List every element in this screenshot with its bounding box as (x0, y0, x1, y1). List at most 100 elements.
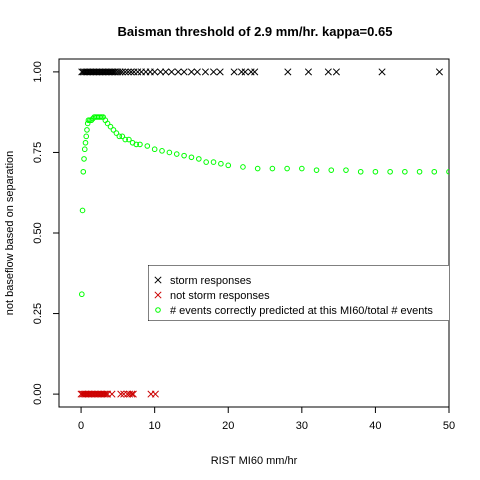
data-point-x (102, 390, 110, 398)
legend-item: not storm responses (154, 290, 270, 302)
data-point-o (210, 159, 217, 165)
data-point-o (203, 159, 209, 165)
data-point-o (343, 167, 349, 173)
data-point-o (240, 164, 246, 170)
x-tick-label: 0 (78, 420, 84, 432)
data-point-x (117, 390, 125, 398)
data-point-o (431, 168, 438, 175)
data-point-x (180, 68, 188, 76)
legend-box (148, 265, 449, 321)
data-point-o (159, 148, 165, 154)
data-point-x (174, 68, 182, 76)
data-point-o (181, 152, 187, 159)
y-tick-label: 0.25 (32, 303, 44, 324)
data-point-o (79, 291, 85, 298)
data-point-o (104, 120, 111, 127)
data-point-o (137, 141, 143, 148)
data-point-o (218, 160, 224, 167)
x-tick-label: 30 (296, 420, 308, 432)
data-point-o (446, 168, 449, 175)
data-point-x (116, 68, 124, 76)
data-point-x (127, 68, 135, 76)
data-point-o (196, 156, 202, 162)
y-tick-label: 0.00 (32, 383, 44, 404)
data-point-o (151, 146, 158, 153)
data-point-x (324, 68, 332, 76)
series-3 (79, 114, 449, 298)
data-point-x (251, 68, 259, 76)
legend-marker (154, 291, 162, 299)
data-point-o (357, 168, 364, 175)
data-point-x (151, 68, 159, 76)
data-point-x (128, 390, 136, 398)
data-point-o (88, 117, 95, 124)
data-point-x (435, 68, 443, 76)
legend-label: not storm responses (170, 290, 270, 302)
data-point-x (168, 68, 176, 76)
y-tick-label: 0.50 (32, 222, 44, 243)
data-point-o (269, 165, 276, 172)
data-point-x (378, 68, 386, 76)
data-point-x (156, 68, 165, 76)
data-point-x (121, 68, 129, 76)
legend-label: # events correctly predicted at this MI6… (170, 305, 433, 317)
y-tick-label: 0.75 (32, 142, 44, 163)
data-point-o (80, 168, 87, 175)
data-point-o (81, 156, 87, 162)
data-point-o (107, 123, 114, 130)
data-point-o (110, 127, 117, 133)
data-point-x (101, 390, 109, 398)
data-point-x (118, 68, 126, 76)
data-point-x (304, 68, 313, 76)
data-point-o (119, 133, 126, 140)
data-point-x (124, 68, 132, 76)
data-point-o (144, 143, 151, 149)
data-point-x (332, 68, 340, 76)
legend-item: # events correctly predicted at this MI6… (155, 305, 433, 317)
series-2 (77, 390, 159, 398)
data-point-x (108, 390, 116, 398)
data-point-x (129, 390, 137, 398)
y-axis: 0.00 0.25 0.50 0.75 1.00 (32, 61, 59, 405)
legend-marker (155, 307, 161, 313)
data-point-o (83, 133, 90, 140)
data-point-o (166, 149, 173, 156)
series-1 (78, 68, 443, 76)
data-point-x (237, 68, 246, 76)
data-point-x (109, 68, 117, 76)
data-point-o (416, 168, 423, 175)
data-point-x (187, 68, 196, 76)
data-point-x (162, 68, 170, 76)
data-point-o (81, 146, 88, 153)
data-point-x (230, 68, 238, 76)
x-tick-label: 10 (149, 420, 161, 432)
data-point-o (225, 162, 232, 169)
x-axis-label: RIST MI60 mm/hr (211, 455, 298, 467)
data-point-o (133, 141, 140, 148)
plot-frame (58, 58, 450, 408)
data-point-o (82, 139, 89, 146)
data-point-o (402, 168, 408, 175)
data-point-o (299, 165, 305, 172)
data-point-o (122, 136, 129, 143)
data-point-x (134, 68, 142, 76)
data-point-x (216, 68, 224, 76)
data-point-o (313, 167, 320, 173)
chart-title: Baisman threshold of 2.9 mm/hr. kappa=0.… (118, 24, 393, 39)
y-axis-label: not baseflow based on separation (4, 151, 16, 316)
data-point-o (328, 167, 335, 173)
legend-label: storm responses (170, 275, 252, 287)
x-tick-label: 50 (443, 420, 455, 432)
data-points (77, 68, 449, 398)
legend-item: storm responses (154, 275, 252, 287)
data-point-x (151, 390, 159, 398)
data-point-o (113, 130, 120, 136)
data-point-o (387, 168, 393, 175)
data-point-x (247, 68, 255, 76)
data-point-o (188, 154, 195, 161)
data-point-x (209, 68, 218, 76)
data-point-o (284, 165, 290, 172)
y-tick-label: 1.00 (32, 61, 44, 82)
legend: storm responses not storm responses # even… (148, 265, 449, 321)
